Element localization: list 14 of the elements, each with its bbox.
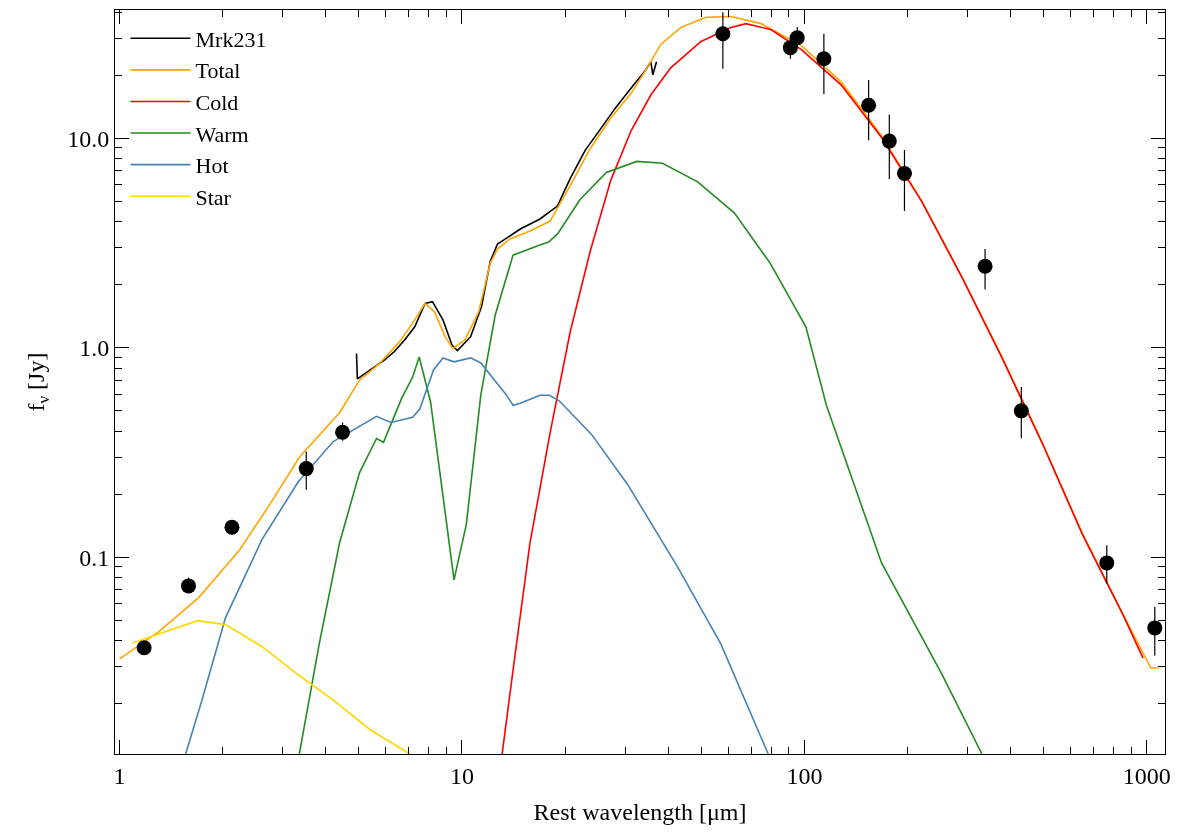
y-tick-label: 1.0 — [79, 335, 110, 362]
legend-label: Hot — [195, 153, 229, 179]
legend-label: Warm — [195, 121, 249, 147]
x-tick-label: 100 — [786, 762, 823, 789]
x-tick-label: 10 — [449, 762, 474, 789]
legend-label: Star — [195, 184, 232, 210]
x-tick-label: 1 — [113, 762, 126, 789]
y-tick-label: 0.1 — [79, 544, 110, 571]
legend-label: Mrk231 — [195, 26, 267, 52]
y-tick-label: 10.0 — [67, 125, 110, 152]
legend-label: Total — [195, 58, 241, 84]
x-tick-label: 1000 — [1122, 762, 1171, 789]
legend-label: Cold — [195, 90, 239, 116]
x-axis-title: Rest wavelength [μm] — [533, 799, 747, 826]
